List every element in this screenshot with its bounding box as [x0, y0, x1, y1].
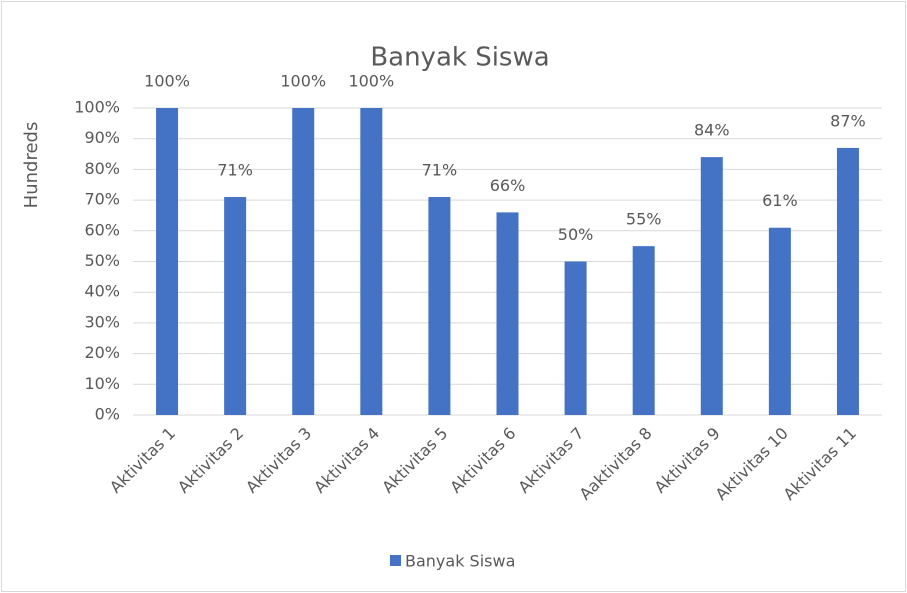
y-tick-label: 40%	[84, 282, 120, 301]
bar	[360, 108, 383, 415]
data-label: 87%	[830, 111, 866, 130]
data-label: 55%	[626, 210, 662, 229]
bar	[292, 108, 315, 415]
y-tick-label: 80%	[84, 159, 120, 178]
bar	[224, 197, 247, 415]
bar	[836, 147, 859, 415]
y-tick-label: 20%	[84, 343, 120, 362]
bar	[700, 157, 723, 415]
y-tick-label: 90%	[84, 128, 120, 147]
data-label: 71%	[217, 161, 253, 180]
y-tick-label: 60%	[84, 220, 120, 239]
y-tick-label: 10%	[84, 374, 120, 393]
y-tick-label: 50%	[84, 251, 120, 270]
chart-title: Banyak Siswa	[370, 43, 549, 73]
legend-swatch	[390, 555, 401, 566]
data-label: 100%	[280, 72, 326, 91]
bar	[564, 261, 587, 415]
bar	[496, 212, 519, 415]
data-label: 84%	[694, 121, 730, 140]
bar	[428, 197, 451, 415]
bar	[768, 227, 791, 415]
data-label: 100%	[144, 72, 190, 91]
bar	[632, 246, 655, 415]
data-label: 100%	[348, 72, 394, 91]
y-axis-label: Hundreds	[21, 122, 42, 209]
data-label: 61%	[762, 191, 798, 210]
data-label: 66%	[490, 176, 526, 195]
bar	[156, 108, 179, 415]
legend-label: Banyak Siswa	[405, 552, 515, 571]
y-tick-label: 30%	[84, 312, 120, 331]
data-label: 50%	[558, 225, 594, 244]
y-tick-label: 0%	[95, 405, 120, 424]
y-tick-label: 100%	[74, 98, 120, 117]
y-tick-label: 70%	[84, 190, 120, 209]
data-label: 71%	[422, 161, 458, 180]
